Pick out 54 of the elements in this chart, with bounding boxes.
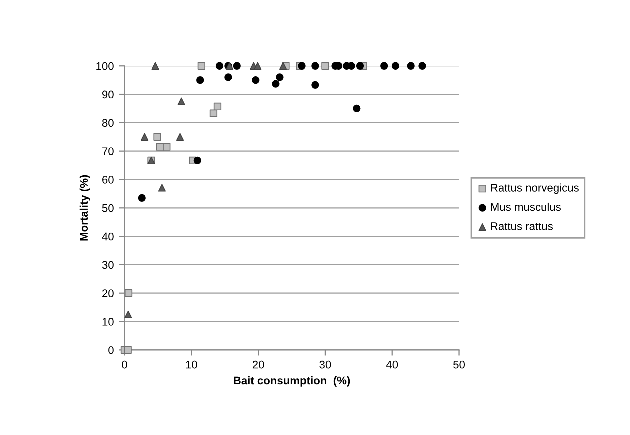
y-tick-label: 10 — [102, 318, 114, 326]
point — [198, 62, 206, 70]
point — [252, 76, 260, 84]
point — [210, 110, 218, 118]
point — [356, 62, 364, 70]
y-tick-label: 0 — [108, 346, 114, 354]
x-tick-label: 20 — [252, 360, 264, 369]
x-tick-label: 30 — [320, 360, 332, 369]
legend-label: Rattus rattus — [491, 222, 553, 230]
point — [407, 62, 415, 70]
y-tick-label: 20 — [102, 290, 114, 298]
point — [233, 62, 241, 70]
point — [138, 194, 146, 202]
point — [322, 62, 330, 70]
point — [196, 76, 204, 84]
point — [279, 62, 288, 70]
point — [214, 102, 222, 111]
x-axis-title: Bait consumption (%) — [234, 376, 350, 387]
y-tick-label: 50 — [102, 204, 114, 212]
point — [254, 62, 262, 70]
point — [418, 62, 426, 70]
y-tick-label: 30 — [102, 261, 114, 270]
point — [276, 74, 284, 82]
point — [224, 74, 232, 82]
legend-label: Mus musculus — [491, 202, 562, 212]
x-tick-label: 40 — [386, 360, 398, 369]
point — [216, 62, 224, 70]
point — [152, 62, 160, 70]
point — [154, 133, 162, 141]
y-tick-label: 70 — [102, 148, 114, 156]
point — [353, 104, 361, 113]
x-tick-label: 0 — [122, 360, 128, 369]
y-tick-label: 90 — [102, 90, 114, 99]
point — [176, 133, 184, 141]
point — [312, 81, 320, 89]
x-tick-label: 10 — [186, 360, 198, 369]
point — [178, 98, 186, 106]
point — [140, 133, 149, 141]
point — [194, 156, 202, 165]
point — [124, 290, 133, 298]
point — [163, 143, 171, 151]
point — [392, 62, 400, 70]
y-tick-label: 40 — [102, 232, 114, 241]
point — [272, 80, 280, 88]
point — [158, 184, 166, 192]
y-tick-label: 100 — [96, 62, 114, 70]
point — [312, 62, 320, 70]
y-tick-label: 80 — [102, 119, 114, 128]
y-axis-title: Mortality (%) — [80, 175, 90, 241]
y-tick-label: 60 — [102, 176, 114, 184]
x-tick-label: 50 — [454, 360, 466, 369]
legend-label: Rattus norvegicus — [491, 184, 579, 194]
point — [380, 62, 388, 70]
point — [124, 310, 132, 318]
